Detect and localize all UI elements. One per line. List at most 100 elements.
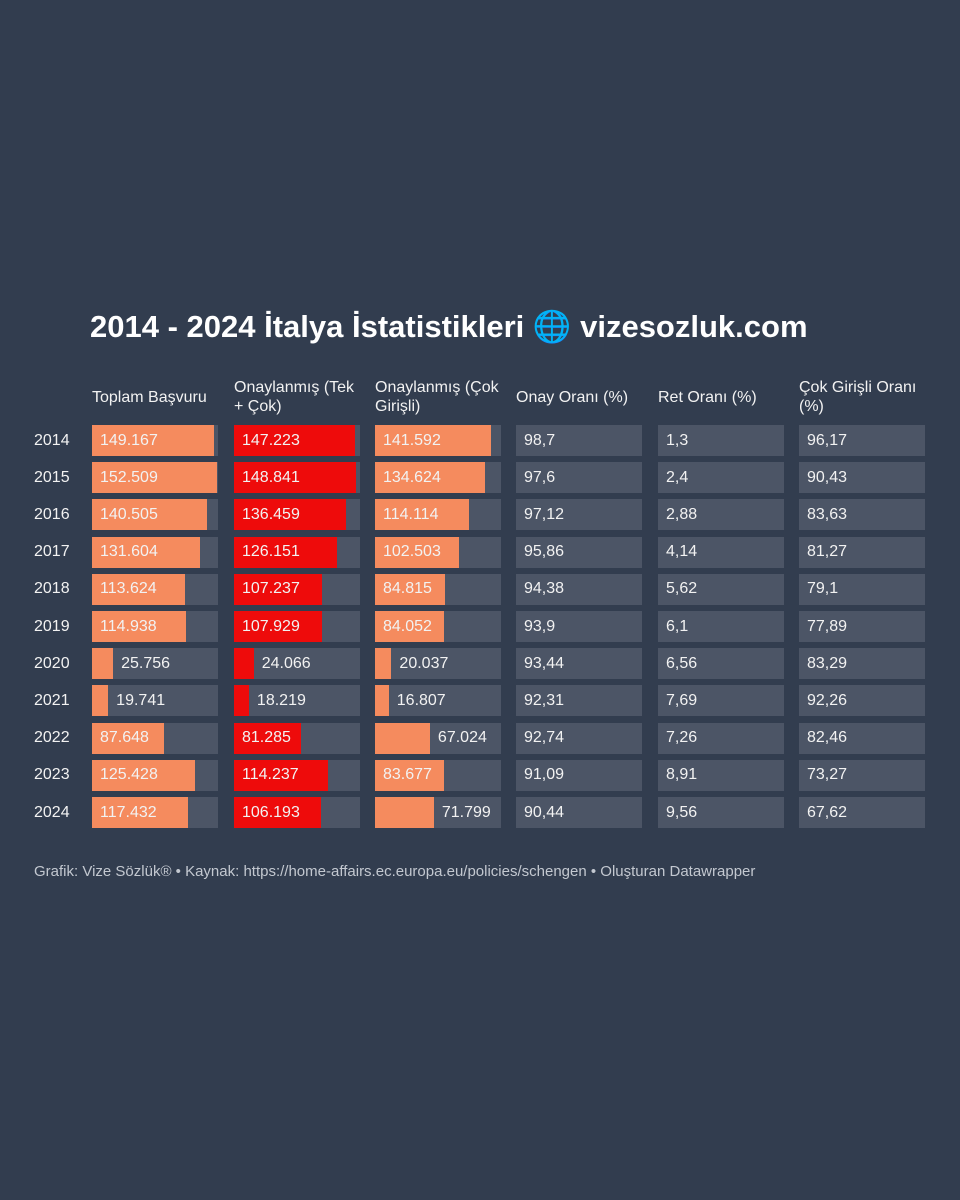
bar — [234, 722, 301, 754]
cell-value: 83,63 — [807, 505, 848, 523]
cell: 67.024 — [375, 722, 501, 754]
cell-value: 2,88 — [666, 505, 698, 523]
cell-value: 107.237 — [242, 580, 300, 598]
cell: 106.193 — [234, 797, 360, 828]
cell: 2,88 — [658, 499, 784, 531]
year-label: 2014 — [34, 431, 70, 449]
year-label: 2016 — [34, 505, 70, 523]
cell: 131.604 — [92, 536, 218, 568]
cell: 149.167 — [92, 425, 218, 456]
year-label: 2018 — [34, 580, 70, 598]
bar — [234, 499, 346, 531]
bar — [234, 573, 322, 605]
cell: 84.815 — [375, 573, 501, 605]
cell: 90,43 — [799, 462, 925, 494]
cell-value: 81,27 — [807, 543, 848, 561]
cell-value: 5,62 — [666, 580, 698, 598]
bar — [375, 425, 492, 456]
cell: 16.807 — [375, 685, 501, 717]
cell: 107.237 — [234, 573, 360, 605]
column-header: Ret Oranı (%) — [658, 388, 757, 406]
cell-value: 107.929 — [242, 617, 300, 635]
cell-value: 93,9 — [524, 617, 556, 635]
cell: 98,7 — [516, 425, 642, 456]
cell: 79,1 — [799, 573, 925, 605]
cell: 8,91 — [658, 759, 784, 791]
bar — [92, 499, 208, 531]
cell: 126.151 — [234, 536, 360, 568]
cell-value: 114.114 — [383, 505, 439, 523]
cell: 141.592 — [375, 425, 501, 456]
cell: 90,44 — [516, 797, 642, 828]
cell-value: 117.432 — [100, 803, 157, 821]
bar — [92, 797, 189, 828]
bar — [375, 648, 392, 680]
cell-value: 73,27 — [807, 766, 848, 784]
cell-value: 19.741 — [116, 691, 166, 709]
cell: 24.066 — [234, 648, 360, 680]
cell: 71.799 — [375, 797, 501, 828]
cell-value: 93,44 — [524, 654, 565, 672]
cell-value: 147.223 — [242, 431, 300, 449]
cell: 117.432 — [92, 797, 218, 828]
cell-value: 131.604 — [100, 543, 158, 561]
bar — [375, 611, 444, 642]
cell-value: 8,91 — [666, 766, 698, 784]
cell-value: 2,4 — [666, 468, 689, 486]
bar — [375, 573, 445, 605]
cell-value: 97,12 — [524, 505, 565, 523]
cell: 92,74 — [516, 722, 642, 754]
cell-value: 125.428 — [100, 766, 158, 784]
cell-value: 141.592 — [383, 431, 441, 449]
cell-value: 113.624 — [100, 580, 157, 598]
cell-value: 67.024 — [437, 729, 487, 747]
cell: 9,56 — [658, 797, 784, 828]
column-header: Toplam Başvuru — [92, 388, 207, 406]
cell-value: 9,56 — [666, 803, 698, 821]
cell-value: 87.648 — [100, 729, 149, 747]
bar — [92, 722, 164, 754]
cell-value: 90,43 — [807, 468, 848, 486]
cell: 1,3 — [658, 425, 784, 456]
cell: 20.037 — [375, 648, 501, 680]
column-header: Onay Oranı (%) — [516, 388, 629, 406]
cell: 152.509 — [92, 462, 218, 494]
cell: 87.648 — [92, 722, 218, 754]
cell: 83,63 — [799, 499, 925, 531]
cell-value: 77,89 — [807, 617, 848, 635]
year-label: 2024 — [34, 803, 70, 821]
cell-value: 106.193 — [242, 803, 300, 821]
cell: 2,4 — [658, 462, 784, 494]
year-label: 2019 — [34, 617, 70, 635]
cell-value: 114.237 — [242, 766, 299, 784]
bar — [92, 759, 195, 791]
cell-value: 91,09 — [524, 766, 565, 784]
footer: Grafik: Vize Sözlük® • Kaynak: https://h… — [34, 863, 756, 880]
bar — [375, 499, 469, 531]
year-label: 2017 — [34, 543, 70, 561]
cell: 113.624 — [92, 573, 218, 605]
year-label: 2022 — [34, 729, 70, 747]
bar — [92, 573, 186, 605]
cell-value: 71.799 — [441, 803, 491, 821]
cell-value: 114.938 — [100, 617, 157, 635]
bar — [92, 611, 187, 642]
cell: 95,86 — [516, 536, 642, 568]
cell-value: 79,1 — [807, 580, 839, 598]
column-header: Onaylanmış (Tek + Çok) — [234, 379, 355, 415]
cell: 82,46 — [799, 722, 925, 754]
cell-value: 7,69 — [666, 691, 698, 709]
cell: 147.223 — [234, 425, 360, 456]
cell: 83.677 — [375, 759, 501, 791]
bar — [375, 759, 444, 791]
cell: 7,26 — [658, 722, 784, 754]
cell-value: 1,3 — [666, 431, 689, 449]
cell-value: 84.052 — [383, 617, 432, 635]
cell: 125.428 — [92, 759, 218, 791]
column-header: Çok Girişli Oranı (%) — [799, 379, 917, 415]
year-label: 2020 — [34, 654, 70, 672]
cell: 114.938 — [92, 611, 218, 642]
cell-value: 82,46 — [807, 729, 848, 747]
bar — [234, 462, 356, 494]
cell: 25.756 — [92, 648, 218, 680]
